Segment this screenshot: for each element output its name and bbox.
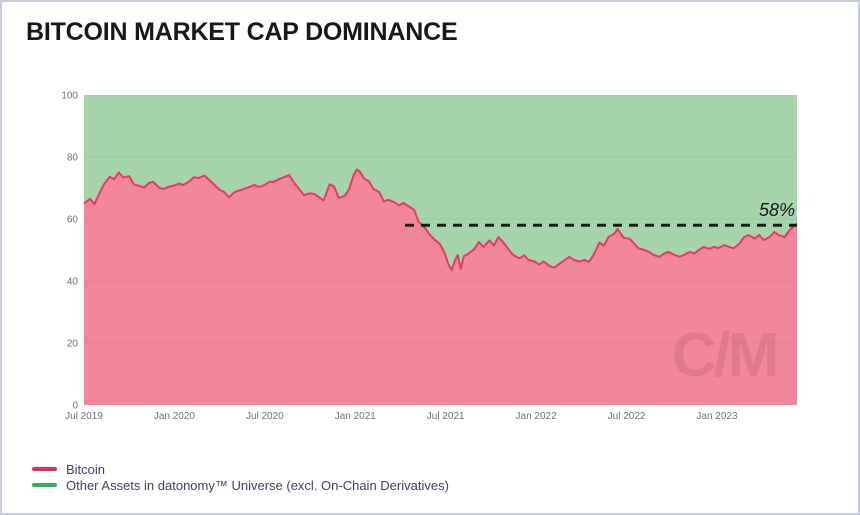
- x-tick-jul-2021: Jul 2021: [427, 411, 465, 422]
- legend-label-bitcoin: Bitcoin: [66, 461, 106, 477]
- x-tick-jul-2019: Jul 2019: [65, 411, 103, 422]
- x-tick-jan-2022: Jan 2022: [516, 411, 558, 422]
- x-tick-jan-2021: Jan 2021: [335, 411, 377, 422]
- legend: Bitcoin Other Assets in datonomy™ Univer…: [32, 461, 449, 493]
- x-tick-jan-2023: Jan 2023: [696, 411, 738, 422]
- y-tick-20: 20: [67, 339, 79, 350]
- annotation-label-58-percent: 58%: [759, 200, 795, 220]
- legend-item-bitcoin: Bitcoin: [32, 461, 449, 477]
- legend-label-other-assets: Other Assets in datonomy™ Universe (excl…: [66, 477, 449, 493]
- y-tick-40: 40: [67, 277, 79, 288]
- y-tick-100: 100: [61, 91, 78, 102]
- legend-item-other-assets: Other Assets in datonomy™ Universe (excl…: [32, 477, 449, 493]
- watermark-cm-logo: C/M: [672, 321, 777, 390]
- x-tick-jul-2020: Jul 2020: [246, 411, 284, 422]
- y-tick-80: 80: [67, 153, 79, 164]
- bitcoin-area: [84, 169, 797, 405]
- y-tick-0: 0: [72, 401, 78, 412]
- bitcoin-line: [83, 168, 798, 271]
- x-tick-jan-2020: Jan 2020: [154, 411, 196, 422]
- other-assets-swatch-icon: [32, 483, 57, 487]
- x-tick-jul-2022: Jul 2022: [608, 411, 646, 422]
- chart-title: BITCOIN MARKET CAP DOMINANCE: [26, 18, 458, 46]
- dominance-area-chart: C/M 0 20 40 60 80 100 Jul 2019 Jan 2020 Jul 2020 J…: [61, 91, 798, 422]
- y-tick-60: 60: [67, 215, 79, 226]
- bitcoin-swatch-icon: [32, 467, 57, 471]
